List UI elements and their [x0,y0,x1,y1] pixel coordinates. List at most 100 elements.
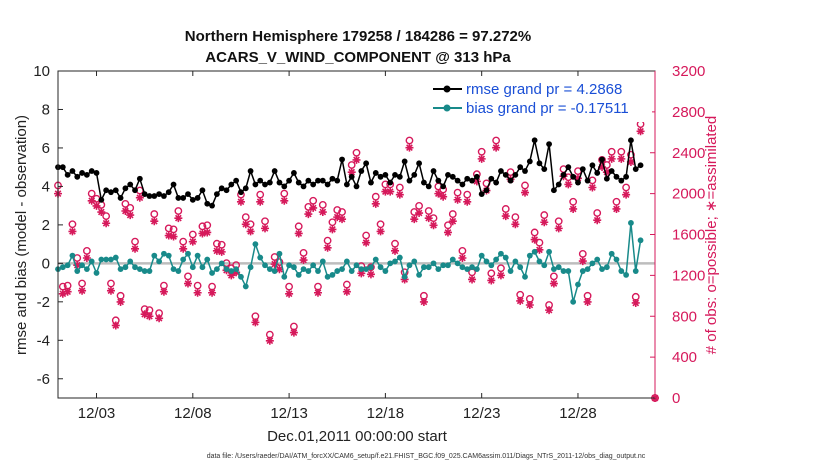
assimilated-point [318,208,327,217]
rmse-point [483,187,490,194]
rmse-point [469,177,475,184]
assimilated-point [487,276,496,285]
bias-point [262,262,268,269]
chart-title-line1: Northern Hemisphere 179258 / 184286 = 97… [185,28,531,45]
y-axis-label-right: # of obs: o=possible; ∗=assimilated [703,116,720,355]
assimilated-point [217,247,226,256]
rmse-point [233,177,240,184]
rmse-point [425,183,432,190]
rmse-point [315,177,321,184]
rmse-point [213,191,220,198]
rmse-point [387,179,394,186]
rmse-point [122,185,129,192]
rmse-point [161,193,167,199]
bias-point [478,252,485,259]
assimilated-point [63,287,72,296]
rmse-point [132,187,138,194]
rmse-point [103,187,110,194]
rmse-point [112,187,119,194]
right-tick-label: 2800 [672,104,705,121]
bias-point [623,271,630,278]
rmse-point [575,179,581,186]
bias-point [512,258,519,265]
bias-point [108,256,114,263]
x-tick-label: 12/13 [270,405,308,422]
rmse-point [555,181,562,188]
rmse-point [69,168,76,174]
rmse-point [136,175,143,182]
assimilated-point [405,143,414,152]
assimilated-point [328,225,337,234]
left-tick-label: -2 [37,294,50,311]
bias-point [218,260,225,267]
right-axis-ticks: 0 400 800 1200 1600 2000 2400 2800 3200 [650,63,705,407]
bias-point [266,266,273,273]
assimilated-point [366,270,375,279]
bias-point [295,271,302,278]
bias-point [531,248,538,255]
assimilated-point [347,168,356,177]
left-tick-label: 10 [33,63,50,80]
legend-rmse-marker [443,85,451,93]
assimilated-point [333,213,342,222]
assimilated-point [338,215,347,224]
bias-point [69,252,76,259]
bias-point [122,264,129,271]
rmse-point [522,168,528,174]
bias-point [300,266,307,273]
rmse-point [300,183,307,190]
bias-point [575,281,581,288]
assimilated-point [82,254,91,263]
rmse-point [478,191,485,198]
assimilated-point [323,243,332,252]
bias-point [425,264,432,271]
assimilated-point [622,190,631,199]
assimilated-point [256,197,265,206]
assimilated-point [578,257,587,266]
rmse-point [440,183,447,190]
rmse-point [257,177,264,184]
bias-point [156,258,163,265]
rmse-point [343,181,350,188]
rmse-point [579,166,586,173]
assimilated-point [612,204,621,213]
assimilated-point [232,268,241,277]
rmse-point [502,171,509,178]
x-axis-ticks: 12/03 12/08 12/13 12/18 12/23 12/28 [78,71,597,422]
bias-point [319,258,326,265]
bias-point [339,266,345,273]
rmse-point [151,193,158,199]
assimilated-point [126,211,135,220]
bias-point [334,268,341,274]
rmse-point [392,171,398,178]
bias-point [136,266,143,273]
rmse-point [353,183,360,190]
assimilated-point [583,297,592,306]
bias-point [589,260,596,267]
rmse-point [368,179,374,186]
rmse-point [348,173,355,180]
rmse-point [281,183,288,190]
bias-point [228,268,235,274]
rmse-point [594,170,601,176]
assimilated-point [106,286,115,295]
assimilated-point [304,210,313,219]
assimilated-point [545,306,554,315]
rmse-point [223,187,230,194]
bias-point [83,266,90,273]
assimilated-point [429,221,438,230]
bias-point [555,264,562,271]
chart-title-line2: ACARS_V_WIND_COMPONENT @ 313 hPa [205,49,511,66]
assimilated-point [540,218,549,227]
rmse-point [324,181,331,188]
assimilated-point [261,224,270,233]
assimilated-point [140,310,149,319]
bias-point [603,264,610,271]
rmse-point [79,170,85,176]
bias-point [146,268,153,274]
rmse-point [358,168,365,174]
assimilated-point [376,227,385,236]
bias-point [180,256,187,263]
bias-point [194,252,201,259]
rmse-point [623,173,630,180]
